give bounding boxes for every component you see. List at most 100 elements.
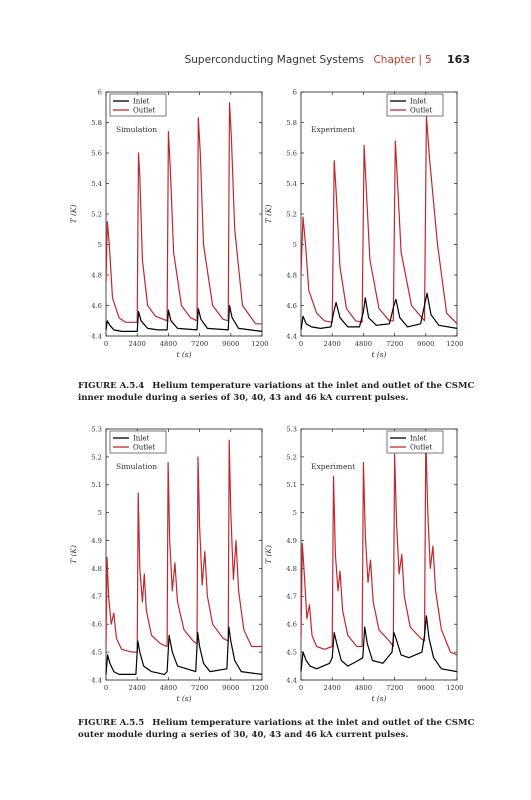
plot-frame <box>105 428 263 681</box>
plot-frame <box>300 428 458 681</box>
x-tick-label: 7200 <box>386 340 403 348</box>
series-line-outlet <box>105 102 262 325</box>
y-tick-label: 6 <box>98 88 102 96</box>
legend-label-inlet: Inlet <box>133 435 150 443</box>
page-number: 163 <box>447 53 470 66</box>
x-tick-label: 9600 <box>222 340 239 348</box>
x-tick-label: 0 <box>299 684 303 692</box>
running-head-separator: | <box>418 54 422 66</box>
running-head-title: Superconducting Magnet Systems <box>184 54 365 66</box>
y-tick-label: 4.7 <box>286 593 297 601</box>
y-tick-label: 5.2 <box>286 210 297 218</box>
panel-label: Simulation <box>116 125 157 134</box>
x-axis-label: t (s) <box>371 694 386 703</box>
x-tick-label: 2400 <box>324 340 341 348</box>
y-tick-label: 5.1 <box>286 481 297 489</box>
panel-label: Simulation <box>116 462 157 471</box>
legend-label-outlet: Outlet <box>410 107 432 115</box>
y-tick-label: 4.7 <box>91 593 102 601</box>
legend-label-outlet: Outlet <box>410 444 432 452</box>
y-tick-label: 5.6 <box>286 149 297 157</box>
y-tick-label: 4.8 <box>91 565 102 573</box>
x-tick-label: 4800 <box>355 684 372 692</box>
x-tick-label: 12000 <box>446 684 463 692</box>
legend-label-outlet: Outlet <box>133 107 155 115</box>
y-tick-label: 4.5 <box>91 649 102 657</box>
y-tick-label: 5.8 <box>91 119 102 127</box>
y-axis-label: T (K) <box>69 205 78 224</box>
figure-label: FIGURE A.5.5 <box>78 718 145 728</box>
chart-a55-simulation: 0 2400 4800 7200 9600 12000 4.4 4.5 4.6 4.7 4.8 4.9… <box>69 425 268 703</box>
figure-caption-text: Helium temperature variations at the inl… <box>78 718 475 740</box>
y-tick-label: 5.4 <box>286 180 297 188</box>
panel-label: Experiment <box>311 125 355 134</box>
x-tick-label: 12000 <box>251 340 268 348</box>
chart-a54-experiment: 0 2400 4800 7200 9600 12000 4.4 4.6 4.8 5 5.2 5.4 5.… <box>264 88 463 359</box>
x-tick-label: 2400 <box>324 684 341 692</box>
y-tick-label: 4.8 <box>286 271 297 279</box>
y-tick-label: 5.3 <box>91 425 102 433</box>
y-tick-label: 4.6 <box>286 302 297 310</box>
x-tick-label: 7200 <box>191 684 208 692</box>
x-tick-label: 12000 <box>251 684 268 692</box>
series-line-inlet <box>300 292 458 330</box>
y-tick-label: 4.4 <box>286 332 297 340</box>
x-tick-label: 2400 <box>129 684 146 692</box>
series-line-outlet <box>105 439 262 653</box>
y-tick-label: 5.8 <box>286 119 297 127</box>
series-line-outlet <box>300 115 458 325</box>
x-tick-label: 7200 <box>191 340 208 348</box>
y-tick-label: 5.3 <box>286 425 297 433</box>
y-tick-label: 4.6 <box>286 621 297 629</box>
y-tick-label: 5 <box>98 509 102 517</box>
x-tick-label: 2400 <box>129 340 146 348</box>
y-tick-label: 6 <box>293 88 297 96</box>
y-tick-label: 5 <box>293 509 297 517</box>
y-tick-label: 5 <box>293 241 297 249</box>
x-tick-label: 12000 <box>446 340 463 348</box>
legend-label-outlet: Outlet <box>133 444 155 452</box>
x-tick-label: 7200 <box>386 684 403 692</box>
x-tick-label: 9600 <box>417 684 434 692</box>
y-tick-label: 5.2 <box>286 453 297 461</box>
legend-label-inlet: Inlet <box>410 98 427 106</box>
series-line-inlet <box>300 615 458 673</box>
legend-label-inlet: Inlet <box>410 435 427 443</box>
figure-caption-a55: FIGURE A.5.5 Helium temperature variation… <box>78 717 478 741</box>
x-tick-label: 4800 <box>355 340 372 348</box>
y-tick-label: 4.4 <box>91 332 102 340</box>
y-tick-label: 4.4 <box>286 676 297 684</box>
y-axis-label: T (K) <box>264 545 273 564</box>
x-tick-label: 0 <box>299 340 303 348</box>
figure-label: FIGURE A.5.4 <box>78 381 145 391</box>
y-tick-label: 4.9 <box>91 537 102 545</box>
x-axis-label: t (s) <box>176 694 191 703</box>
y-axis-label: T (K) <box>69 545 78 564</box>
y-axis-label: T (K) <box>264 205 273 224</box>
running-head-chapter-number: 5 <box>425 54 432 66</box>
legend-label-inlet: Inlet <box>133 98 150 106</box>
x-axis-label: t (s) <box>371 350 386 359</box>
y-tick-label: 4.4 <box>91 676 102 684</box>
y-tick-label: 4.5 <box>286 649 297 657</box>
chart-a55-experiment: 0 2400 4800 7200 9600 12000 4.4 4.5 4.6 4.7 4.8 4.9… <box>264 425 463 703</box>
y-tick-label: 5.4 <box>91 180 102 188</box>
y-tick-label: 4.8 <box>91 271 102 279</box>
y-tick-label: 5.2 <box>91 210 102 218</box>
figure-caption-a54: FIGURE A.5.4 Helium temperature variation… <box>78 380 478 404</box>
x-tick-label: 9600 <box>417 340 434 348</box>
x-tick-label: 0 <box>104 684 108 692</box>
x-axis-label: t (s) <box>176 350 191 359</box>
series-line-outlet <box>300 436 458 656</box>
x-tick-label: 0 <box>104 340 108 348</box>
series-line-inlet <box>105 304 263 332</box>
y-tick-label: 4.6 <box>91 302 102 310</box>
figure-caption-text: Helium temperature variations at the inl… <box>78 381 475 403</box>
x-tick-label: 4800 <box>160 340 177 348</box>
y-tick-label: 4.8 <box>286 565 297 573</box>
y-tick-label: 5.2 <box>91 453 102 461</box>
series-line-inlet <box>105 626 263 675</box>
x-tick-label: 4800 <box>160 684 177 692</box>
panel-label: Experiment <box>311 462 355 471</box>
running-head: Superconducting Magnet Systems Chapter | 5… <box>0 53 470 66</box>
